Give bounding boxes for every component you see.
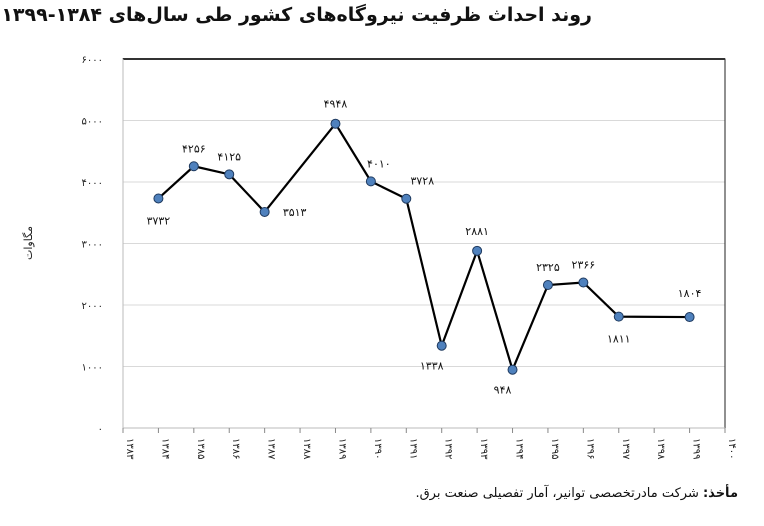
data-point [578, 277, 589, 288]
data-point [259, 206, 270, 217]
data-point [613, 311, 624, 322]
x-tick-label: ۱۳۸۳ [124, 438, 135, 460]
x-tick-label: ۱۳۸۵ [195, 438, 206, 459]
source-text: شرکت مادرتخصصی توانیر، آمار تفصیلی صنعت … [415, 486, 703, 501]
data-point [365, 176, 376, 187]
y-tick-label: ۰ [98, 424, 103, 435]
data-label: ۱۸۰۴ [678, 287, 702, 300]
data-point [188, 161, 199, 172]
data-point [401, 193, 412, 204]
series-line [157, 121, 690, 373]
data-point [224, 169, 235, 180]
data-label: ۴۱۲۵ [217, 150, 241, 163]
x-tick-label: ۱۳۸۴ [159, 438, 170, 459]
data-label: ۳۷۳۲ [147, 214, 171, 227]
x-tick-label: ۱۳۹۶ [584, 438, 595, 459]
x-tick-label: ۱۳۹۷ [620, 438, 631, 460]
x-tick-label: ۱۳۸۶ [230, 438, 241, 459]
y-tick-label: ۱۰۰۰ [82, 363, 103, 374]
y-tick-label: ۴۰۰۰ [82, 178, 103, 189]
y-tick-label: ۵۰۰۰ [82, 117, 103, 128]
x-tick-label: ۱۳۹۲ [443, 438, 454, 459]
x-tick-label: ۱۳۸۹ [336, 438, 347, 459]
y-tick-label: ۲۰۰۰ [82, 301, 103, 312]
data-label: ۴۹۴۸ [324, 98, 348, 111]
x-tick-label: ۱۳۹۴ [514, 438, 525, 459]
source-label: مأخذ: [702, 486, 738, 501]
data-label: ۹۴۸ [494, 384, 512, 397]
data-label: ۱۳۳۸ [420, 360, 444, 373]
data-point [472, 245, 483, 256]
x-tick-label: ۱۳۹۵ [549, 438, 560, 459]
y-tick-label: ۳۰۰۰ [82, 240, 103, 251]
source-note: مأخذ: شرکت مادرتخصصی توانیر، آمار تفصیلی… [0, 486, 738, 501]
data-label: ۲۸۸۱ [465, 225, 489, 238]
data-point [436, 340, 447, 351]
x-tick-label: ۱۳۸۸ [301, 438, 312, 460]
data-label: ۲۳۲۵ [536, 261, 560, 274]
data-point [684, 312, 695, 323]
x-tick-label: ۱۳۹۹ [691, 438, 702, 459]
data-point [542, 280, 553, 291]
data-point [330, 118, 341, 129]
x-tick-label: ۱۳۸۷ [266, 438, 277, 460]
x-tick-label: ۱۳۹۳ [478, 438, 489, 460]
data-label: ۳۷۲۸ [410, 175, 434, 188]
chart-title: روند احداث ظرفیت نیروگاه‌های کشور طی سال… [1, 4, 592, 26]
data-label: ۳۵۱۳ [283, 206, 307, 219]
data-label: ۴۰۱۰ [367, 157, 391, 170]
data-label: ۲۳۶۶ [572, 258, 596, 271]
y-axis-label: مگاوات [22, 226, 35, 260]
x-tick-label: ۱۳۹۸ [655, 438, 666, 460]
data-point [507, 364, 518, 375]
x-tick-label: ۱۳۹۱ [407, 438, 418, 459]
data-label: ۴۲۵۶ [182, 142, 206, 155]
x-tick-label: ۱۴۰۰ [726, 438, 737, 459]
data-point [153, 193, 164, 204]
data-label: ۱۸۱۱ [607, 333, 631, 346]
y-tick-label: ۶۰۰۰ [82, 55, 103, 66]
x-tick-label: ۱۳۹۰ [372, 438, 383, 459]
